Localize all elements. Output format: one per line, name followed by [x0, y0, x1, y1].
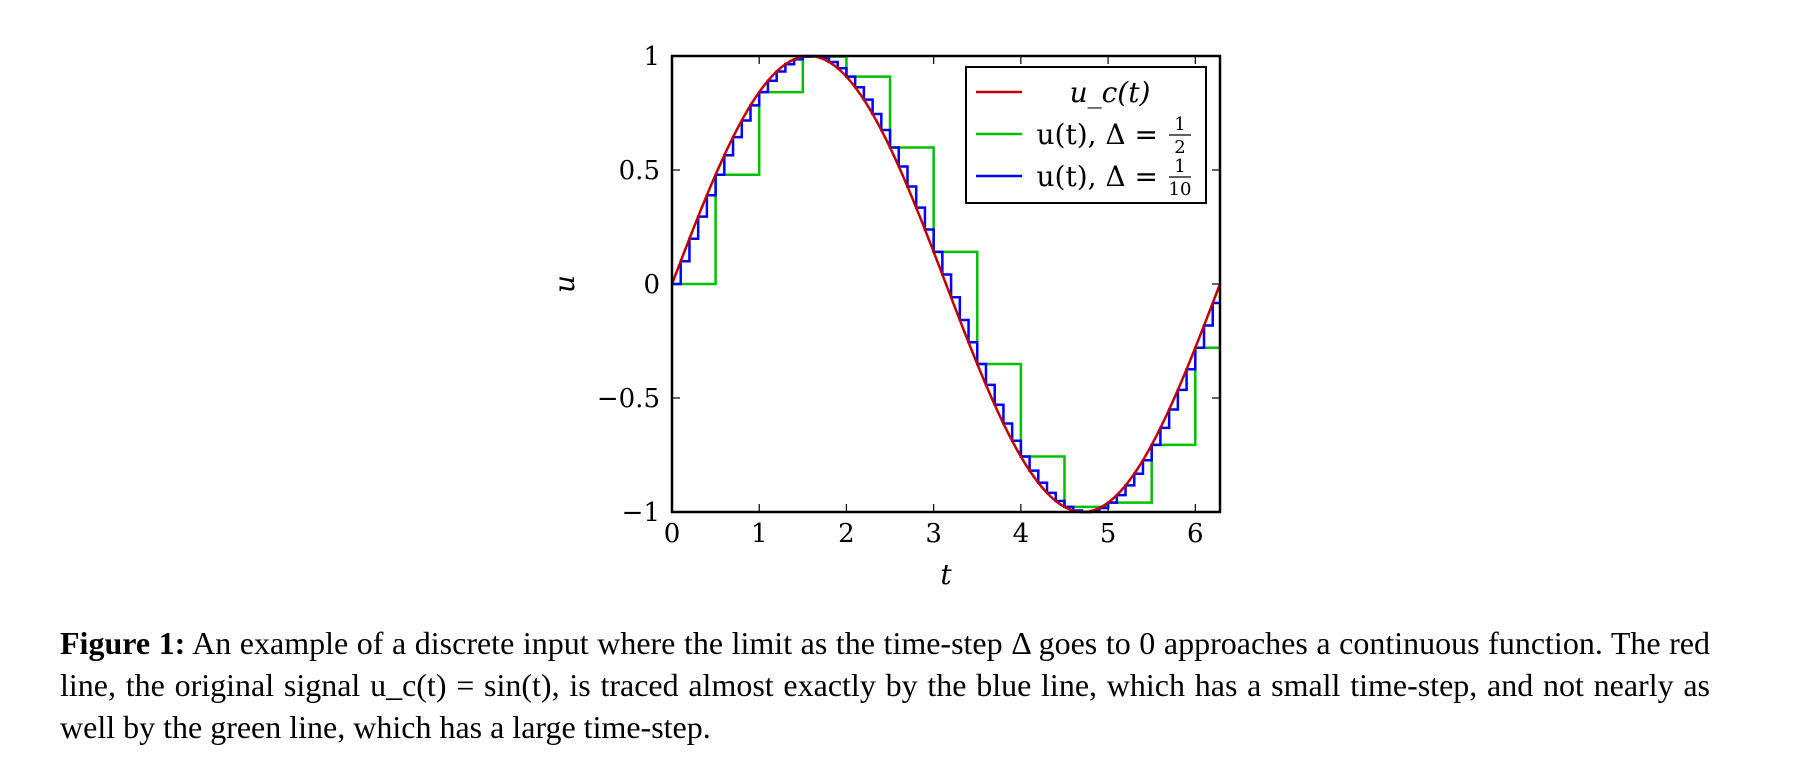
x-tick-label: 1: [751, 519, 768, 549]
legend-frac-denominator: 2: [1174, 137, 1185, 158]
legend-label: u(t), Δ =: [1036, 118, 1158, 151]
x-axis-label: t: [940, 558, 952, 591]
x-tick-label: 2: [838, 519, 855, 549]
legend-frac-numerator: 1: [1174, 156, 1185, 177]
x-tick-label: 4: [1013, 519, 1030, 549]
plot-frame: [670, 54, 1222, 514]
tick-labels: 0 1 2 3 4 5 6−1−0.500.51: [597, 42, 1204, 549]
caption-label: Figure 1:: [60, 625, 186, 661]
x-tick-label: 5: [1100, 519, 1117, 549]
legend-label: u_c(t): [1070, 76, 1151, 109]
y-tick-label: 1: [643, 42, 660, 72]
caption-text: An example of a discrete input where the…: [60, 625, 1711, 745]
figure-caption: Figure 1: An example of a discrete input…: [60, 622, 1710, 748]
legend: u_c(t)u(t), Δ = 12u(t), Δ = 110: [965, 66, 1207, 204]
y-tick-label: 0: [643, 270, 660, 300]
x-tick-label: 0: [664, 519, 681, 549]
x-tick-label: 6: [1187, 519, 1204, 549]
chart: 0 1 2 3 4 5 6−1−0.500.51 t u u_c(t)u(t), Δ = 12…: [548, 42, 1222, 591]
legend-label: u(t), Δ =: [1036, 160, 1158, 193]
y-tick-label: 0.5: [619, 156, 660, 186]
legend-frac-numerator: 1: [1174, 114, 1185, 135]
y-axis-label: u: [548, 275, 581, 293]
x-tick-label: 3: [925, 519, 942, 549]
y-tick-label: −0.5: [597, 384, 660, 414]
series-layer: [670, 54, 1222, 514]
legend-frac-denominator: 10: [1169, 179, 1192, 200]
series-line: [670, 54, 1222, 514]
y-tick-label: −1: [622, 498, 660, 528]
